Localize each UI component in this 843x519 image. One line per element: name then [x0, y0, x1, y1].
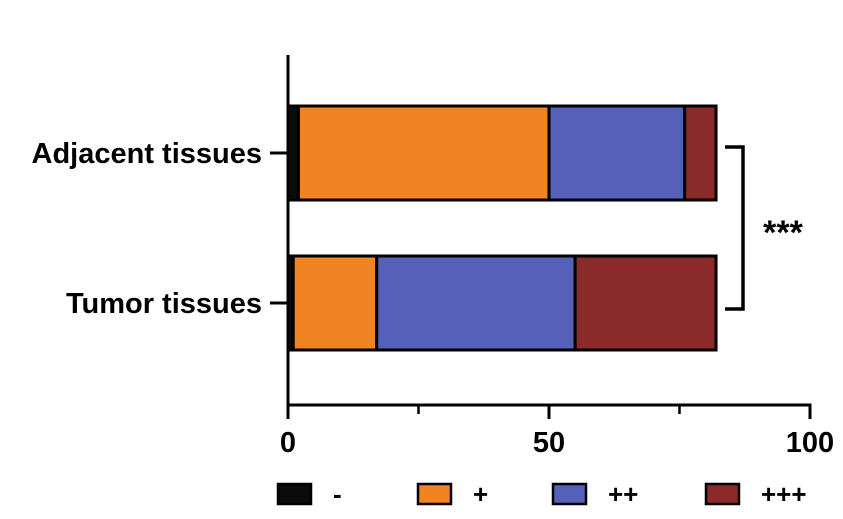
bar-segment	[291, 254, 379, 352]
category-label: Tumor tissues	[66, 288, 262, 320]
bars-layer	[286, 104, 718, 352]
legend-label: +	[473, 479, 488, 509]
legend-label: ++	[608, 479, 638, 509]
legend-swatch	[551, 482, 588, 506]
significance-annotation: ***	[725, 145, 804, 311]
legend-swatch	[416, 482, 453, 506]
legend: - + ++ +++	[276, 479, 807, 509]
legend-label: -	[333, 479, 342, 509]
bar-segment	[547, 104, 687, 202]
bar-segment	[375, 254, 577, 352]
category-label: Adjacent tissues	[32, 138, 262, 170]
legend-swatch	[704, 482, 741, 506]
axes-layer: Adjacent tissues Tumor tissues 0 50 100	[32, 55, 834, 459]
x-tick-label: 0	[280, 427, 296, 459]
bar-segment	[296, 104, 551, 202]
bar-segment	[573, 254, 718, 352]
x-tick-label: 100	[786, 427, 834, 459]
legend-swatch	[276, 482, 313, 506]
legend-label: +++	[761, 479, 807, 509]
bar-segment	[683, 104, 718, 202]
significance-bracket	[725, 145, 745, 311]
x-tick-label: 50	[533, 427, 565, 459]
significance-label: ***	[763, 214, 803, 252]
bar-segment	[286, 104, 300, 202]
